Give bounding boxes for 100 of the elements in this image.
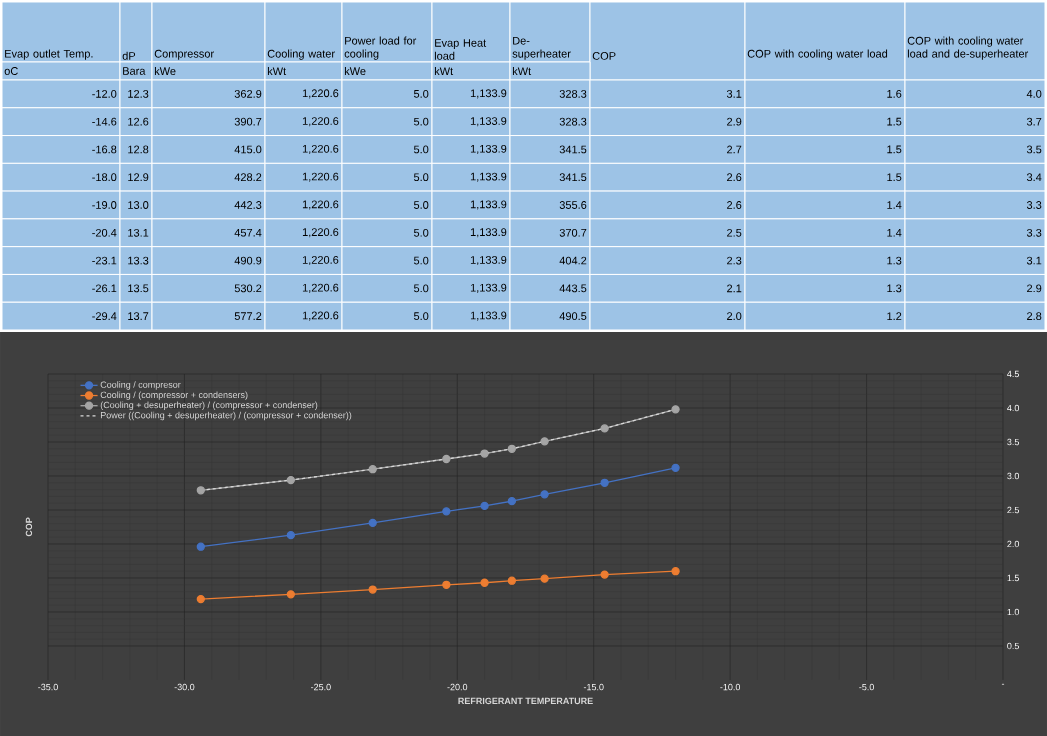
- text: 404.2: [559, 256, 587, 265]
- text: 1,220.6: [302, 89, 339, 99]
- y-tick-label: 2.0: [1007, 540, 1020, 548]
- point: [286, 590, 295, 599]
- x-tick-label: -25.0: [311, 683, 331, 691]
- y-tick-label: 2.5: [1007, 506, 1019, 514]
- category-label: Power load for cooling: [344, 36, 417, 60]
- text: 1,133.9: [470, 144, 507, 154]
- text: 2.0: [727, 312, 742, 321]
- point: [507, 444, 517, 453]
- text: 577.2: [234, 312, 262, 321]
- text: 328.3: [559, 117, 587, 126]
- text: -16.8: [92, 145, 117, 154]
- category-label: Cooling water: [267, 49, 335, 60]
- point: [196, 486, 205, 495]
- text: 2.8: [1027, 312, 1042, 321]
- text: 490.5: [559, 312, 587, 321]
- text: 13.3: [128, 256, 149, 265]
- text: 1.4: [887, 229, 902, 237]
- text: 12.8: [128, 145, 149, 154]
- text: 2.6: [727, 173, 742, 182]
- text: 530.2: [234, 284, 262, 293]
- point: [442, 580, 451, 589]
- text: 1,220.6: [302, 117, 339, 127]
- category-label: De-superheater: [512, 36, 571, 60]
- text: 12.9: [128, 173, 149, 182]
- text: -18.0: [92, 173, 117, 182]
- point: [671, 567, 680, 576]
- text: 355.6: [559, 201, 587, 209]
- x-tick-label: -20.0: [447, 683, 468, 691]
- text: -12.0: [92, 90, 117, 98]
- text: 442.3: [234, 201, 262, 209]
- text: 2.9: [727, 117, 742, 126]
- text: 490.9: [234, 256, 262, 265]
- x-tick-label: -5.0: [859, 683, 874, 691]
- legend-label: Power ((Cooling + desuperheater) / (compressor + condenser)): [100, 411, 352, 421]
- text: 5.0: [413, 173, 429, 182]
- category-label: COP with cooling water load and de-superheater: [907, 36, 1029, 60]
- category-label: Evap Heat load: [434, 39, 487, 60]
- text: 341.5: [559, 173, 587, 182]
- text: 5.0: [413, 284, 429, 293]
- text: 370.7: [559, 228, 587, 237]
- text: kWe: [154, 66, 176, 76]
- x-axis-title: REFRIGERANT TEMPERATURE: [458, 697, 593, 705]
- point: [480, 449, 489, 458]
- text: kWt: [267, 66, 287, 76]
- x-tick-label: -15.0: [583, 683, 604, 691]
- text: 13.7: [128, 312, 149, 321]
- y-tick-label: 4.5: [1007, 370, 1019, 378]
- text: 415.0: [234, 145, 262, 154]
- text: 13.0: [128, 201, 149, 209]
- point: [480, 501, 489, 511]
- point: [540, 490, 549, 499]
- text: 5.0: [413, 117, 429, 126]
- text: 1,133.9: [470, 200, 507, 210]
- text: 5.0: [413, 228, 429, 237]
- text: 12.3: [128, 90, 149, 98]
- text: 5.0: [413, 145, 429, 154]
- text: 2.3: [727, 256, 742, 265]
- text: 4.0: [1026, 90, 1042, 98]
- text: 1,133.9: [470, 283, 507, 293]
- category-label: Compressor: [154, 49, 214, 60]
- x-tick-label: -10.0: [720, 683, 741, 691]
- text: 3.7: [1026, 117, 1042, 126]
- text: 1.5: [887, 117, 902, 126]
- point: [600, 478, 609, 487]
- point: [442, 507, 451, 516]
- y-tick-label: 0.5: [1007, 642, 1019, 650]
- text: kWt: [512, 66, 532, 76]
- text: -29.4: [92, 312, 117, 321]
- text: 341.5: [559, 145, 587, 154]
- category-label: COP with cooling water load: [747, 49, 888, 60]
- y-tick-label: 4.0: [1007, 404, 1020, 412]
- text: 2.6: [727, 201, 742, 209]
- text: 1.3: [887, 284, 902, 293]
- text: kWe: [344, 66, 366, 76]
- y-tick-label: 1.5: [1007, 574, 1019, 582]
- point: [540, 574, 549, 583]
- text: -23.1: [92, 256, 117, 265]
- text: 443.5: [559, 284, 587, 293]
- x-tick-label: -30.0: [174, 683, 195, 691]
- legend-label: (Cooling + desuperheater) / (compressor + condenser): [100, 401, 318, 410]
- text: 328.3: [559, 90, 587, 98]
- text: oC: [4, 67, 18, 75]
- text: 1,133.9: [470, 256, 507, 266]
- text: 1,220.6: [302, 256, 339, 266]
- text: 3.1: [1026, 256, 1042, 265]
- text: 1,220.6: [302, 283, 339, 293]
- text: 1.3: [887, 256, 902, 265]
- point: [600, 424, 609, 433]
- x-tick-label: -35.0: [38, 683, 58, 691]
- text: 390.7: [234, 117, 262, 126]
- point: [507, 576, 517, 585]
- text: 3.5: [1026, 145, 1042, 154]
- point: [368, 585, 377, 594]
- text: 2.9: [1027, 284, 1042, 293]
- text: 1.5: [887, 173, 902, 182]
- text: 1,220.6: [302, 228, 339, 238]
- point: [507, 497, 517, 506]
- point: [671, 405, 680, 414]
